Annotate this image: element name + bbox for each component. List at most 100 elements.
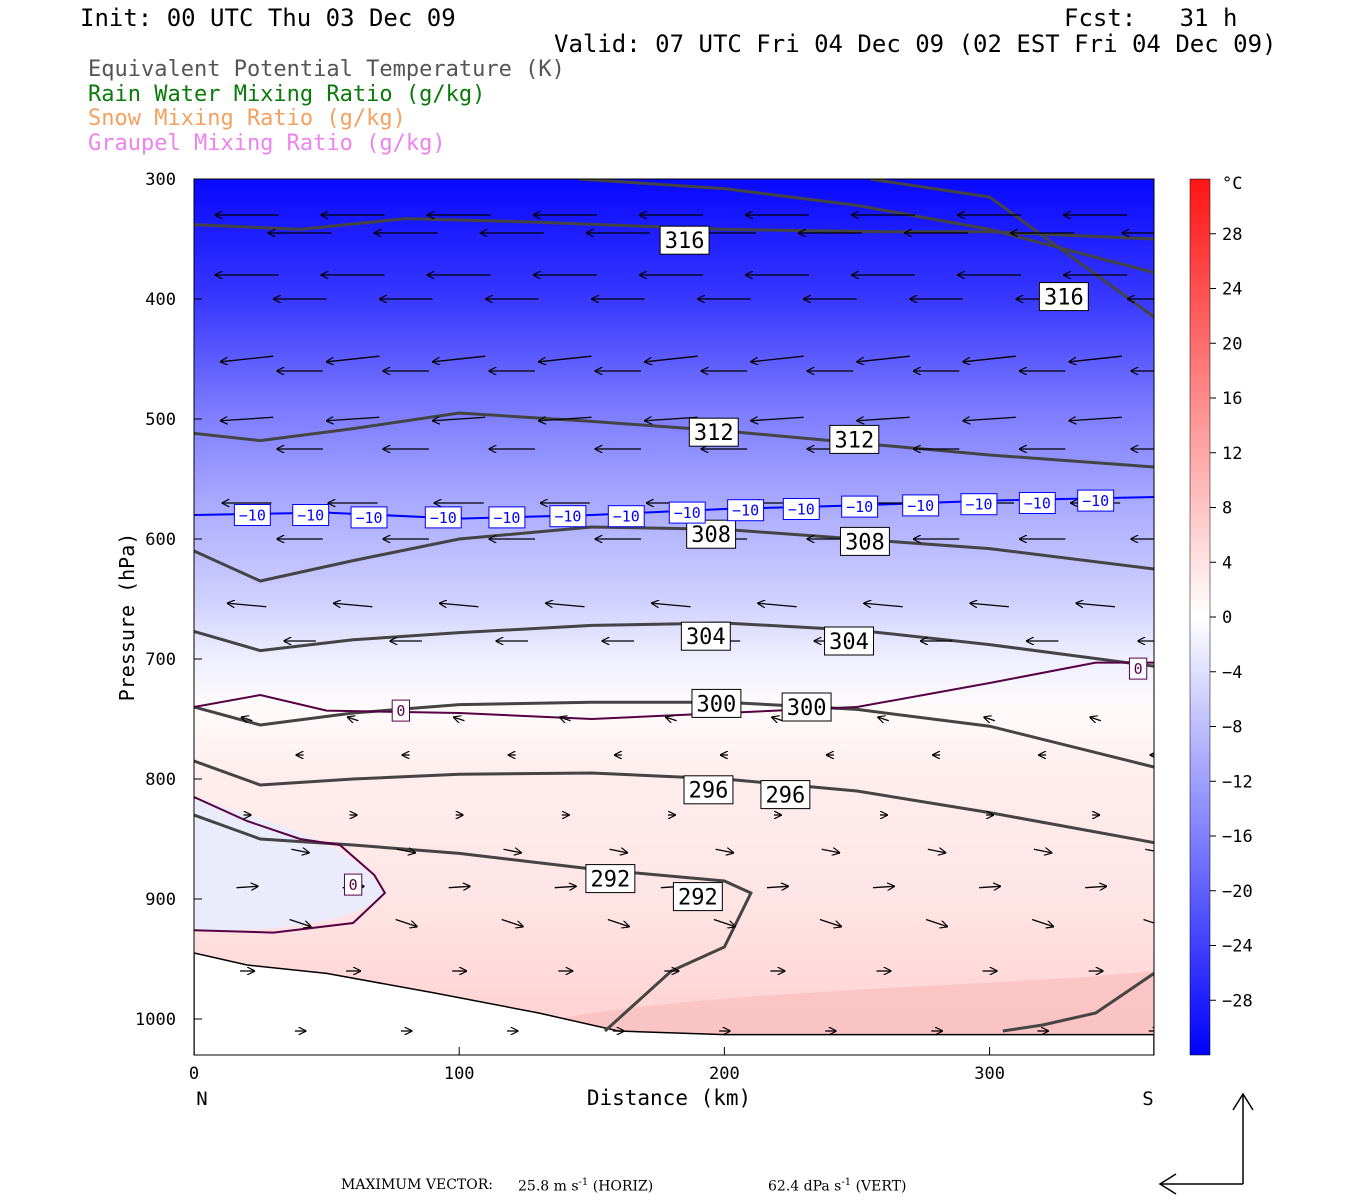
wind-vector [857, 355, 910, 362]
theta-e-contour-6 [194, 700, 1154, 769]
wind-vector [560, 717, 571, 721]
forecast-hour: Fcst: 31 h [1064, 4, 1238, 32]
colorbar-tick-label: 16 [1222, 389, 1242, 409]
temperature-field [194, 179, 1154, 1055]
vert-tag: (VERT) [855, 1178, 907, 1195]
contour-label-text: −10 [613, 508, 640, 526]
contour-label-text: −10 [1024, 494, 1051, 512]
isotherm-label: 0 [343, 873, 363, 896]
wind-vector [1033, 849, 1052, 853]
contour-label-text: 316 [665, 229, 705, 254]
theta-e-label: 312 [688, 417, 739, 447]
colorbar-tick-label: −28 [1222, 991, 1253, 1011]
wind-vector [751, 355, 804, 362]
colorbar-tick-label: −16 [1222, 827, 1253, 847]
contour-label-text: −10 [965, 496, 992, 514]
isotherm-label: 0 [1128, 657, 1148, 680]
contour-label-text: 0 [1134, 660, 1143, 678]
wind-vector [539, 355, 592, 362]
wind-vector [221, 417, 274, 421]
colorbar-tick-label: 4 [1222, 553, 1232, 573]
theta-e-contour-3 [194, 411, 1154, 469]
wind-vector [221, 355, 274, 362]
max-vector-label: MAXIMUM VECTOR: [341, 1177, 493, 1193]
y-tick-label: 800 [145, 770, 176, 790]
isotherm-label: −10 [350, 506, 388, 529]
wind-vector [872, 886, 894, 887]
contour-label-text: −10 [788, 500, 815, 518]
legend-graupel: Graupel Mixing Ratio (g/kg) [88, 131, 446, 156]
wind-vector [715, 849, 734, 853]
x-end-label-right: S [1142, 1088, 1153, 1110]
colorbar-tick-label: 24 [1222, 280, 1242, 300]
terrain [194, 952, 1154, 1055]
isotherm-label: −10 [292, 504, 330, 526]
contour-label-text: 296 [689, 779, 729, 804]
colorbar-tick-label: −4 [1222, 663, 1242, 683]
colorbar-tick-label: 28 [1222, 225, 1242, 245]
isotherm-label: −10 [782, 498, 820, 520]
contour-label-text: 300 [697, 692, 737, 717]
y-tick-label: 1000 [135, 1010, 176, 1030]
wind-vector [607, 918, 629, 927]
theta-e-label: 292 [585, 864, 636, 894]
theta-e-label: 300 [781, 692, 832, 722]
wind-vector [236, 886, 258, 887]
theta-e-contour-7 [194, 759, 1154, 845]
contour-label-text: 304 [686, 625, 726, 650]
isotherm-label: 0 [391, 699, 411, 722]
contour-label-text: 316 [1044, 286, 1084, 311]
colorbar-tick-label: 12 [1222, 444, 1242, 464]
plot-frame [193, 178, 1155, 1056]
theta-e-contour-9 [1002, 972, 1154, 1033]
y-tick-label: 400 [145, 290, 176, 310]
vert-value: 62.4 dPa s [768, 1178, 842, 1195]
wind-vector [645, 355, 698, 362]
colorbar-tick-label: 8 [1222, 499, 1232, 519]
wind-vector [454, 717, 465, 721]
theta-e-contour-5 [194, 621, 1154, 668]
x-tick-label: 300 [974, 1064, 1005, 1084]
wind-vector [289, 918, 311, 927]
isotherm-label: −10 [960, 493, 998, 516]
contour-label-text: −10 [297, 506, 324, 524]
wind-vector [327, 417, 380, 421]
y-tick-label: 500 [145, 410, 176, 430]
contour-label-text: −10 [430, 509, 457, 527]
y-tick-label: 900 [145, 890, 176, 910]
theta-e-label: 300 [691, 688, 742, 718]
wind-vector [1069, 417, 1122, 421]
theta-e-contour-8 [194, 813, 753, 1033]
theta-e-label: 316 [1038, 282, 1089, 312]
wind-vector [963, 355, 1016, 362]
wind-vector [546, 603, 585, 607]
theta-e-label: 308 [686, 519, 737, 549]
contour-label-text: −10 [907, 497, 934, 515]
horiz-tag: (HORIZ) [592, 1178, 654, 1195]
wind-vector [666, 717, 677, 721]
colorbar-tick-label: −12 [1222, 772, 1253, 792]
x-tick-label: 0 [189, 1064, 199, 1084]
theta-e-contour-0 [194, 217, 1154, 241]
contour-label-text: 304 [829, 630, 869, 655]
legend-theta-e: Equivalent Potential Temperature (K) [88, 57, 565, 82]
isotherm-label: −10 [233, 504, 271, 526]
y-tick-label: 700 [145, 650, 176, 670]
isotherm-label: −10 [902, 494, 940, 517]
contour-label-text: −10 [239, 506, 266, 524]
wind-vector [766, 886, 788, 887]
contour-label-text: −10 [355, 509, 382, 527]
init-time: Init: 00 UTC Thu 03 Dec 09 [80, 4, 456, 32]
wind-vector [334, 603, 373, 607]
colorbar-tick-label: −24 [1222, 937, 1253, 957]
wind-vector [652, 603, 691, 607]
contour-label-text: 308 [845, 530, 885, 555]
wind-vector [433, 355, 486, 362]
wind-vector [979, 886, 1000, 887]
wind-vector [291, 849, 309, 853]
wind-vector [609, 849, 628, 853]
wind-vector [925, 918, 947, 927]
x-axis-label: Distance (km) [587, 1086, 751, 1110]
wind-vector [348, 717, 359, 721]
